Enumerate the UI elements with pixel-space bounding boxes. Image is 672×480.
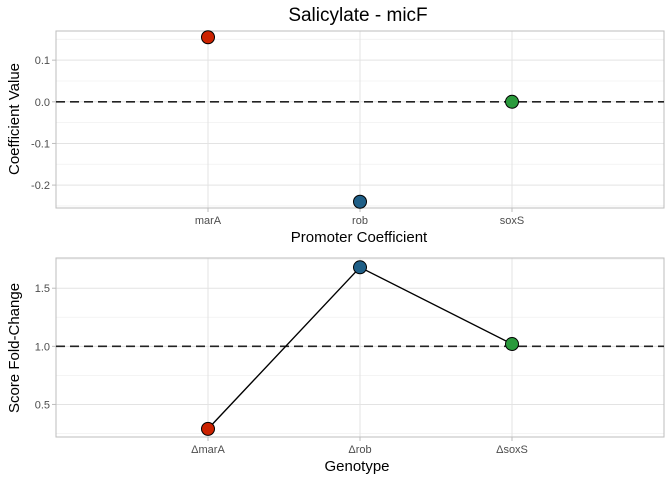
bottom-y-axis-title: Score Fold-Change [6,283,23,413]
fold-change-panel: 0.5 1.0 1.5 ΔmarA Δrob ΔsoxS [35,257,665,456]
coef-point-mara [201,30,215,45]
fold-y-tick-label: 1.5 [35,283,50,295]
coef-point-soxs [505,94,519,109]
fold-y-tick-label: 1.0 [35,341,50,353]
fold-x-tick-label: Δrob [348,444,371,456]
top-y-axis-title: Coefficient Value [6,63,23,175]
coef-x-tick-label: marA [195,215,222,227]
coef-x-tick-label: soxS [500,215,524,227]
coefficient-panel: 0.1 0.0 -0.1 -0.2 marA rob soxS [31,30,665,227]
chart-title: Salicylate - micF [288,5,427,26]
fold-point-rob [353,260,367,275]
fold-x-tick-label: ΔmarA [191,444,225,456]
fold-y-tick-label: 0.5 [35,399,50,411]
bottom-x-axis-title: Genotype [324,458,389,475]
coef-y-tick-label: 0.0 [35,97,50,109]
coef-y-tick-label: -0.2 [31,180,50,192]
fold-point-mara [201,421,215,436]
coef-y-tick-label: 0.1 [35,55,50,67]
coef-y-tick-label: -0.1 [31,138,50,150]
fold-x-tick-label: ΔsoxS [496,444,528,456]
coef-point-rob [353,194,367,209]
coef-x-tick-label: rob [352,215,368,227]
top-x-axis-title: Promoter Coefficient [291,229,428,246]
fold-panel-border [55,257,665,438]
fold-point-soxs [505,337,519,352]
